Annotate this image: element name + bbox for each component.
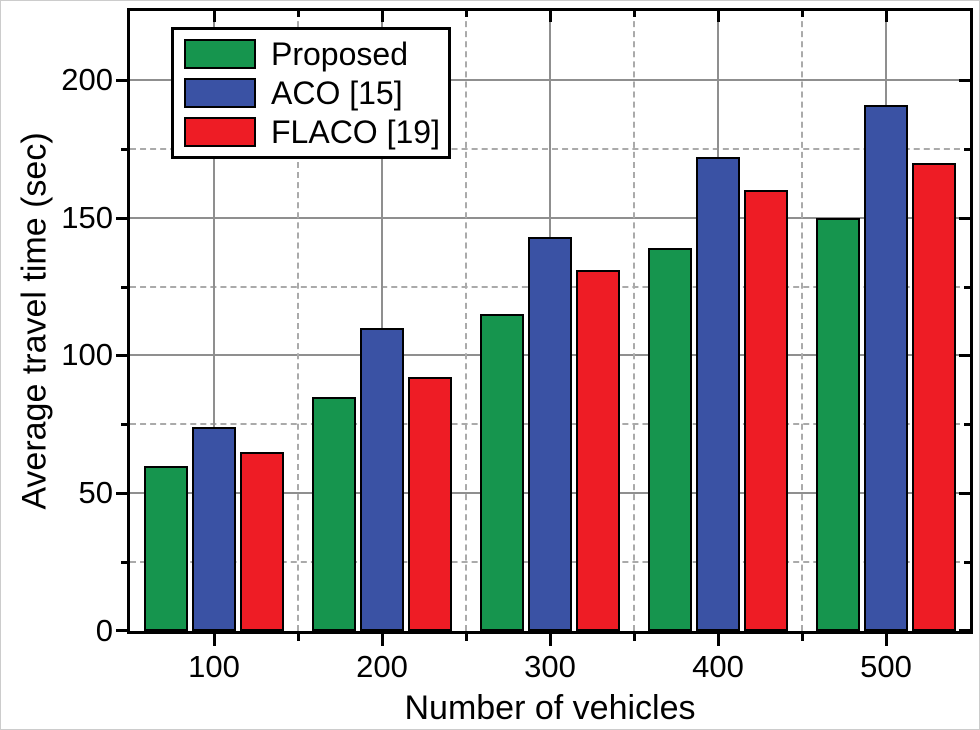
- x-axis-minor-tick: [633, 634, 636, 641]
- x-minor-gridline: [633, 11, 635, 631]
- x-tick-label: 500: [860, 649, 912, 684]
- x-tick-label: 400: [692, 649, 744, 684]
- y-axis-tick: [116, 629, 127, 632]
- legend-label: FLACO [19]: [271, 114, 440, 150]
- y-tick-label: 0: [95, 613, 113, 648]
- y-axis-tick: [116, 354, 127, 358]
- y-tick-label: 100: [61, 337, 113, 373]
- y-axis-title: Average travel time (sec): [15, 132, 54, 510]
- legend-item: ACO [15]: [184, 77, 438, 109]
- x-tick-label: 300: [524, 649, 576, 684]
- x-minor-gridline: [801, 11, 803, 631]
- x-axis-top-minor-tick: [465, 11, 468, 17]
- legend-swatch-icon: [184, 78, 256, 108]
- x-axis-tick: [549, 634, 552, 646]
- bar-flaco-19-400: [744, 190, 788, 631]
- x-major-gridline: [381, 11, 383, 631]
- y-axis-right-tick: [964, 147, 970, 151]
- y-axis-right-tick: [964, 423, 970, 427]
- x-axis-minor-tick: [465, 634, 468, 641]
- x-axis-top-minor-tick: [633, 11, 636, 17]
- y-tick-label: 150: [61, 199, 113, 235]
- y-tick-label: 200: [61, 61, 113, 97]
- x-axis-minor-tick: [297, 634, 300, 641]
- legend-item: Proposed: [184, 38, 438, 70]
- bar-flaco-19-100: [240, 452, 284, 631]
- x-axis-top-minor-tick: [801, 11, 804, 17]
- legend-label: ACO [15]: [271, 75, 403, 111]
- bar-aco-15-400: [696, 157, 740, 631]
- x-axis-tick: [213, 634, 216, 646]
- x-axis-top-tick: [885, 11, 888, 22]
- y-axis-right-tick: [959, 216, 970, 220]
- x-axis-top-minor-tick: [297, 11, 300, 17]
- x-tick-label: 200: [356, 649, 408, 684]
- bar-proposed-100: [144, 466, 188, 631]
- x-axis-top-tick: [549, 11, 552, 22]
- x-axis-minor-tick: [801, 634, 804, 641]
- x-axis-top-tick: [381, 11, 384, 22]
- y-axis-right-tick: [959, 78, 970, 82]
- y-axis-tick: [121, 561, 127, 565]
- bar-flaco-19-500: [912, 163, 956, 631]
- x-major-gridline: [213, 11, 215, 631]
- bar-aco-15-500: [864, 105, 908, 631]
- bar-proposed-300: [480, 314, 524, 631]
- legend: Proposed ACO [15] FLACO [19]: [171, 27, 451, 159]
- y-tick-label: 50: [78, 475, 113, 511]
- x-axis-tick: [381, 634, 384, 646]
- legend-swatch-icon: [184, 39, 256, 69]
- y-axis-right-tick: [964, 561, 970, 565]
- bar-flaco-19-300: [576, 270, 620, 631]
- y-axis-tick: [116, 492, 127, 496]
- legend-item: FLACO [19]: [184, 114, 440, 150]
- y-axis-tick: [121, 285, 127, 289]
- bar-aco-15-200: [360, 328, 404, 631]
- x-axis-tick: [717, 634, 720, 646]
- x-axis-top-tick: [717, 11, 720, 22]
- bar-aco-15-300: [528, 237, 572, 631]
- bar-flaco-19-200: [408, 377, 452, 631]
- bar-proposed-400: [648, 248, 692, 631]
- legend-label: Proposed: [271, 36, 408, 72]
- x-tick-label: 100: [188, 649, 240, 684]
- x-minor-gridline: [465, 11, 467, 631]
- legend-swatch-icon: [184, 117, 256, 147]
- x-axis-title: Number of vehicles: [404, 689, 696, 727]
- y-axis-tick: [121, 147, 127, 151]
- y-axis-tick: [121, 423, 127, 427]
- x-axis-top-tick: [213, 11, 216, 22]
- x-axis-tick: [885, 634, 888, 646]
- y-axis-right-tick: [959, 354, 970, 358]
- bar-proposed-500: [816, 218, 860, 631]
- y-axis-tick: [116, 78, 127, 82]
- y-axis-right-tick: [959, 492, 970, 496]
- x-minor-gridline: [297, 11, 299, 631]
- bar-proposed-200: [312, 397, 356, 631]
- y-axis-tick: [116, 216, 127, 220]
- y-axis-right-tick: [959, 629, 970, 632]
- bar-aco-15-100: [192, 427, 236, 631]
- plot-area: Proposed ACO [15] FLACO [19]: [116, 8, 973, 646]
- y-axis-right-tick: [964, 285, 970, 289]
